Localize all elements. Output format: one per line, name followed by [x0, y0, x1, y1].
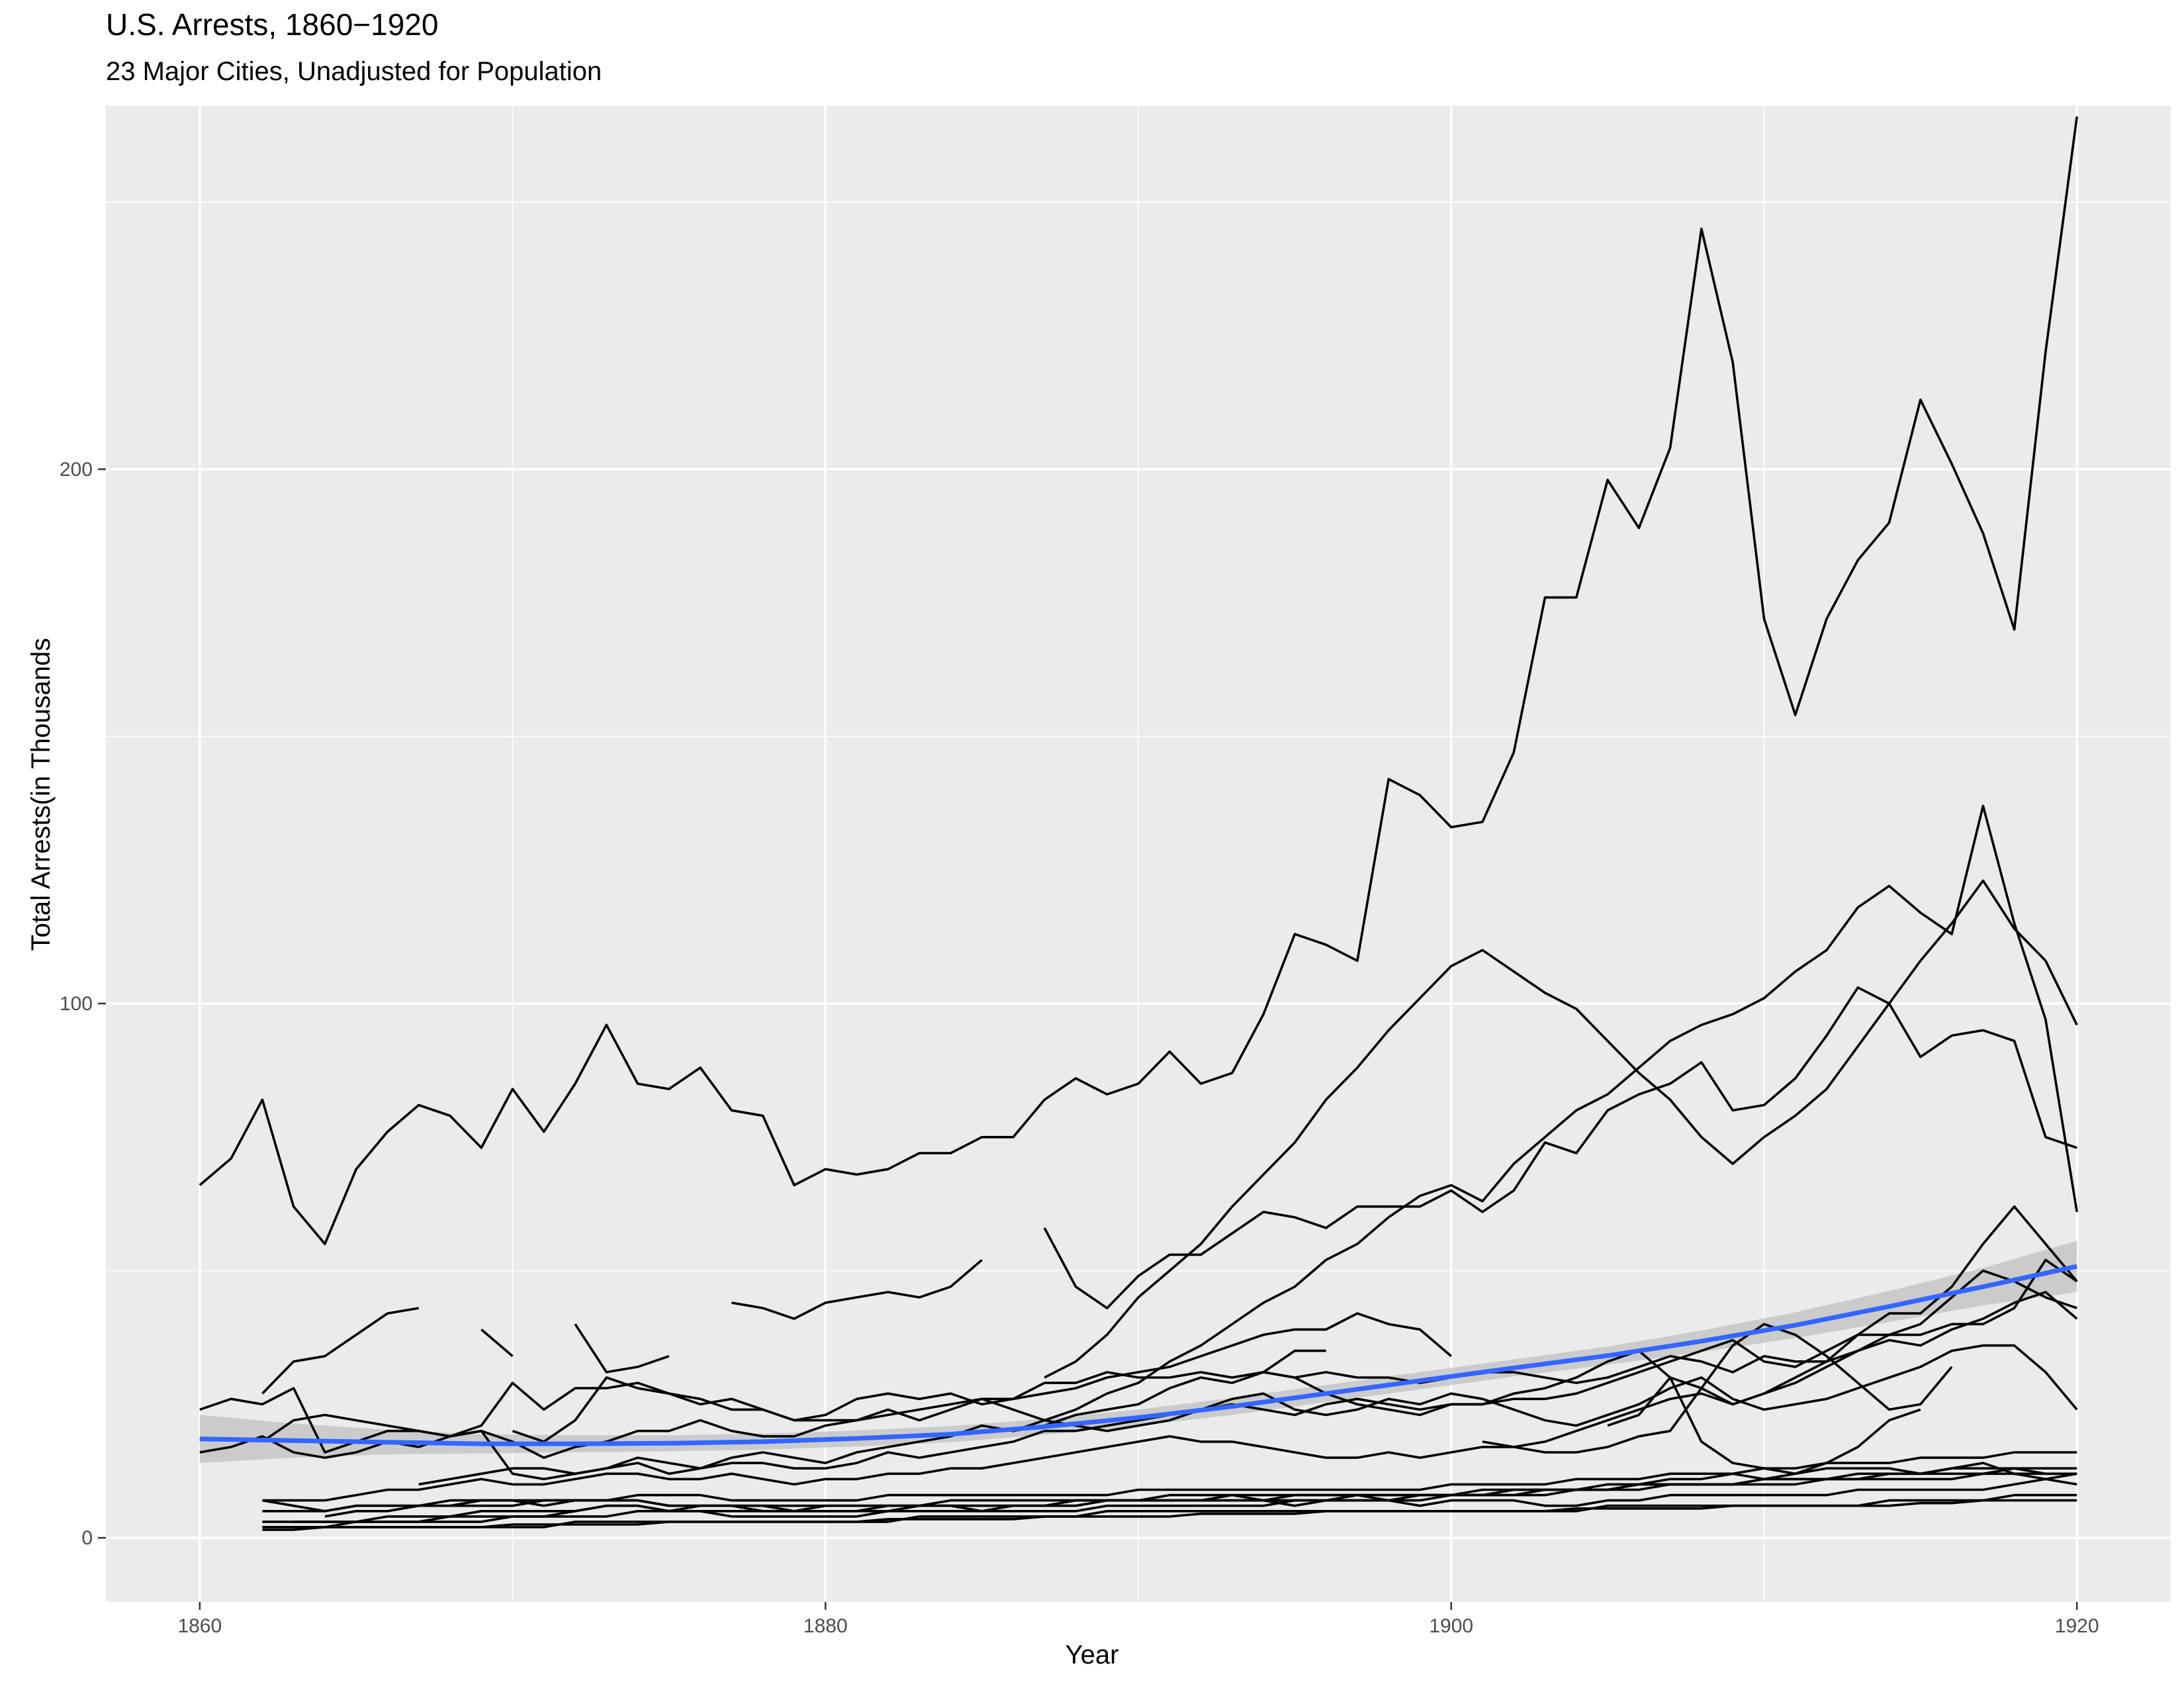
series-line-21: [1232, 1291, 2078, 1417]
series-line-20: [418, 1349, 1326, 1486]
series-line-10: [262, 1499, 2077, 1531]
chart-title: U.S. Arrests, 1860−1920: [106, 7, 439, 42]
city-series-lines: [199, 116, 2078, 1531]
loess-trend-line: [199, 1264, 2077, 1446]
series-line-16: [1013, 804, 2078, 1432]
x-axis-label: Year: [1065, 1640, 1119, 1669]
series-line-1: [199, 116, 2078, 1245]
x-tick-label: 1880: [803, 1615, 848, 1637]
series-line-15: [1044, 879, 2078, 1379]
x-tick-label: 1920: [2055, 1615, 2099, 1637]
y-tick-label: 0: [81, 1527, 93, 1549]
chart-subtitle: 23 Major Cities, Unadjusted for Populati…: [106, 57, 602, 86]
series-line-23: [1607, 1376, 1921, 1476]
y-tick-label: 100: [60, 993, 93, 1015]
series-line-22: [1482, 1323, 1953, 1454]
trend-line: [199, 1264, 2077, 1446]
series-line-14: [731, 986, 2077, 1320]
series-line-17: [261, 1307, 420, 1395]
series-line-19: [512, 1312, 1452, 1443]
series-line-18: [480, 1323, 670, 1374]
axes: 1860 1880 1900 1920 0 100 200: [60, 459, 2099, 1637]
series-line-13: [262, 1451, 2077, 1513]
series-line-2: [199, 1258, 2078, 1454]
x-tick-label: 1900: [1429, 1615, 1473, 1637]
series-line-9: [293, 1472, 2077, 1523]
series-line-12: [262, 1467, 2077, 1528]
x-tick-label: 1860: [177, 1615, 222, 1637]
y-axis-label: Total Arrests(in Thousands: [26, 637, 56, 951]
series-line-5: [262, 1269, 2077, 1502]
y-tick-label: 200: [60, 459, 93, 481]
gridlines: [106, 106, 2171, 1602]
